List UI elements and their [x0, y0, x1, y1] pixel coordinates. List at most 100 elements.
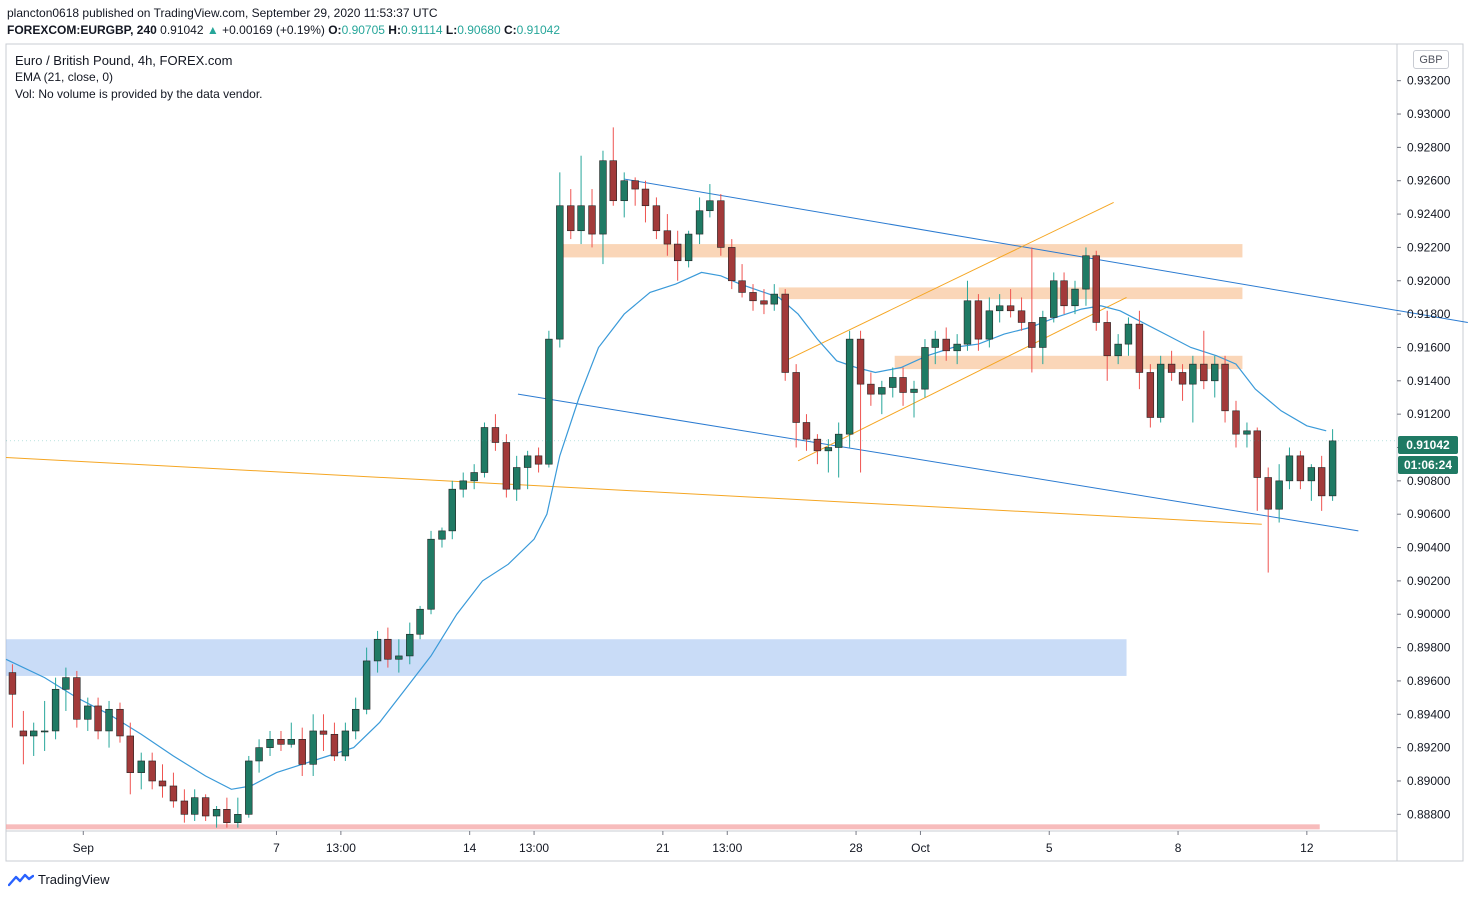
candle [212, 805, 221, 828]
ascending-channel-upper [785, 201, 1114, 362]
candle [1328, 429, 1337, 501]
candle [802, 414, 811, 451]
candle-body [931, 338, 939, 348]
orange-trendline [5, 457, 1262, 525]
candle-body [1253, 430, 1261, 478]
price-tick-label: 0.89000 [1407, 774, 1451, 788]
candle-body [427, 538, 435, 610]
candle [491, 414, 500, 451]
candle [1264, 467, 1272, 573]
candle [395, 639, 403, 673]
candle-body [856, 338, 865, 385]
currency-label[interactable]: GBP [1413, 50, 1449, 69]
price-tick-label: 0.93000 [1407, 107, 1451, 121]
candle [480, 422, 489, 478]
time-tick-label: 8 [1175, 841, 1182, 855]
candle-body [19, 730, 28, 737]
candle-body [94, 705, 102, 732]
candle [931, 330, 939, 365]
time-tick-label: 28 [849, 841, 863, 855]
candle-body [567, 205, 575, 232]
candle-body [1317, 467, 1326, 497]
time-axis[interactable]: Sep 7 13:00 14 13:00 21 13:00 28 Oct 5 8 12 [73, 831, 1314, 855]
candle-body [223, 809, 231, 823]
candle-body [728, 247, 736, 282]
candle-body [1307, 467, 1316, 482]
candle-body [1285, 455, 1294, 482]
candle-body [1264, 477, 1272, 510]
price-tick-label: 0.92000 [1407, 274, 1451, 288]
candle-body [910, 388, 918, 393]
candle-body [889, 377, 897, 388]
candle-body [384, 638, 392, 660]
orange-zone [894, 355, 1243, 370]
candle-body [1039, 317, 1047, 348]
candle-body [105, 708, 113, 732]
candle-body [491, 427, 500, 443]
candle [1114, 334, 1122, 365]
candle-body [319, 730, 328, 735]
candle [84, 697, 92, 731]
candle-body [824, 447, 833, 452]
open-value: 0.90705 [341, 23, 385, 37]
candle [470, 464, 478, 490]
candle [577, 155, 585, 245]
candle [137, 752, 145, 790]
candle [985, 297, 994, 348]
candle [438, 527, 446, 548]
candle-body [266, 738, 274, 748]
candle [40, 700, 49, 751]
brand[interactable]: TradingView [8, 872, 110, 887]
candle-body [1017, 310, 1026, 323]
time-tick-label: 14 [463, 841, 477, 855]
brand-name: TradingView [38, 872, 110, 887]
candle [921, 339, 929, 398]
candle-body [813, 438, 822, 452]
candle [319, 714, 328, 751]
candle [942, 327, 950, 361]
candle [792, 364, 800, 448]
price-tick-label: 0.90000 [1407, 607, 1451, 621]
candle-body [770, 293, 778, 305]
candle [609, 127, 617, 206]
candle-body [706, 200, 714, 212]
candle-body [158, 780, 167, 787]
candle [556, 172, 564, 348]
candle [974, 294, 983, 351]
candle [1285, 447, 1294, 490]
time-tick-label: Sep [73, 841, 95, 855]
candle-body [899, 377, 907, 393]
candle [309, 714, 317, 776]
price-tick-label: 0.89800 [1407, 641, 1451, 655]
candle [158, 764, 167, 798]
candle-body [1050, 280, 1058, 318]
candle-body [921, 347, 929, 390]
candle [1200, 330, 1208, 390]
candle-body [212, 809, 221, 817]
candle-body [40, 730, 49, 733]
candle-body [448, 488, 456, 532]
candle-body [1211, 363, 1219, 382]
time-axis-box [5, 830, 1398, 862]
candle-body [287, 738, 295, 745]
time-tick-label: 13:00 [712, 841, 742, 855]
candle-body [1156, 363, 1165, 418]
candle [330, 722, 339, 761]
price-change: +0.00169 (+0.19%) [222, 23, 325, 37]
candle-body [459, 480, 467, 490]
candle [19, 710, 28, 765]
candle-body [878, 387, 886, 395]
price-tick-label: 0.90200 [1407, 574, 1451, 588]
candle-body [953, 343, 961, 352]
candle-body [1232, 410, 1240, 435]
candle-body [1135, 323, 1144, 373]
candle-body [963, 300, 972, 345]
candle [234, 797, 242, 828]
candle-body [802, 422, 811, 440]
candle [749, 284, 757, 311]
candle-body [641, 188, 650, 207]
candle-body [438, 530, 446, 540]
candle-body [652, 205, 661, 232]
candle [148, 752, 156, 790]
